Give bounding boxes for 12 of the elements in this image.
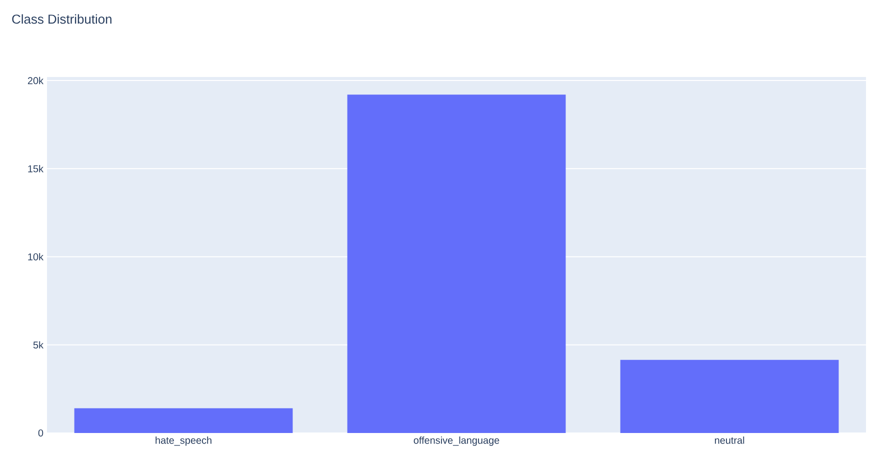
y-tick-label: 5k [33,341,44,349]
bar [74,408,293,433]
x-tick-label: offensive_language [414,436,500,446]
y-tick-label: 0 [38,429,44,437]
x-tick-label: neutral [714,436,744,444]
x-tick-label: hate_speech [156,436,212,446]
bar [620,360,839,433]
y-tick-label: 10k [28,253,44,260]
y-tick-label: 15k [28,164,44,172]
bar [347,94,566,433]
y-tick-label: 20k [28,76,44,84]
chart-title: Class Distribution [12,14,112,24]
